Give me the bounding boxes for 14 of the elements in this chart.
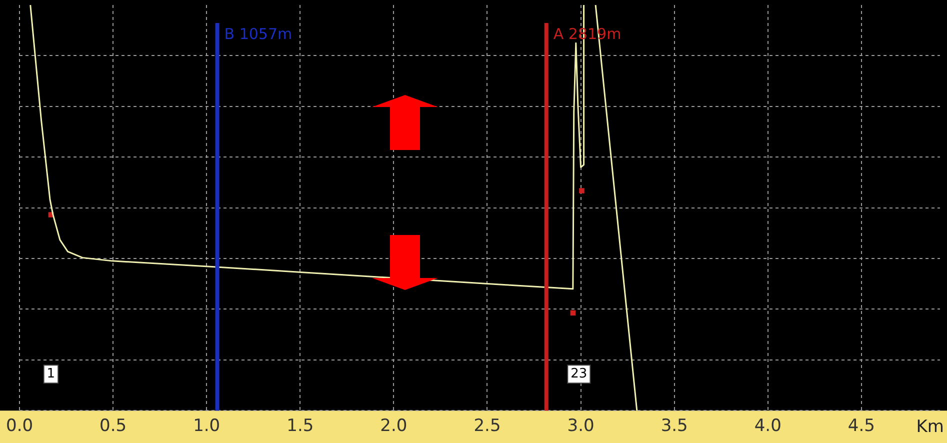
ref-line-label: B 1057m: [224, 24, 292, 43]
x-tick-label: 0.0: [6, 416, 34, 436]
x-tick-label: 3.5: [660, 416, 688, 436]
x-axis-title: Km: [916, 417, 944, 438]
x-tick-label: 0.5: [100, 416, 127, 436]
x-tick-label: 4.5: [848, 416, 875, 436]
x-tick-label: 1.0: [193, 416, 220, 436]
x-tick-label: 2.5: [474, 416, 501, 436]
x-tick-label: 2.0: [380, 416, 408, 436]
x-tick-label: 1.5: [286, 416, 314, 436]
x-tick-label: 3.0: [567, 416, 594, 436]
annotation: 1: [46, 366, 56, 382]
annotation: 23: [570, 366, 588, 382]
x-tick-label: 4.0: [754, 416, 782, 436]
